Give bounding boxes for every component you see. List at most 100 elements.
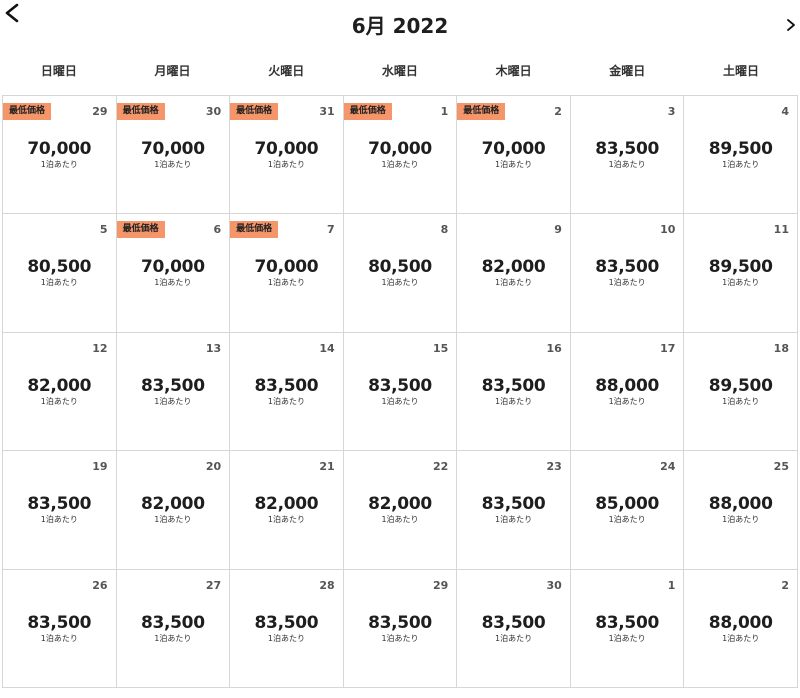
nightly-price: 83,500: [27, 494, 92, 515]
calendar-day-cell[interactable]: 28 83,500 1泊あたり: [230, 569, 344, 688]
calendar-day-cell[interactable]: 最低価格 1 70,000 1泊あたり: [343, 96, 458, 215]
nightly-price: 85,000: [595, 494, 660, 515]
nightly-price: 83,500: [368, 375, 432, 396]
calendar-grid: 最低価格 29 70,000 1泊あたり 最低価格 30 70,000 1泊あたり 最低価格 31…: [2, 95, 798, 688]
day-number: 16: [546, 341, 562, 355]
per-night-label: 1泊あたり: [154, 515, 192, 525]
per-night-label: 1泊あたり: [495, 515, 533, 525]
calendar-day-cell[interactable]: 29 83,500 1泊あたり: [343, 569, 458, 688]
day-number: 23: [546, 460, 562, 474]
nightly-price: 83,500: [595, 139, 660, 159]
calendar-day-cell[interactable]: 13 83,500 1泊あたり: [116, 332, 231, 452]
per-night-label: 1泊あたり: [40, 160, 78, 169]
weekday-label: 月曜日: [154, 64, 191, 78]
per-night-label: 1泊あたり: [381, 278, 419, 288]
calendar-day-cell[interactable]: 24 85,000 1泊あたり: [570, 451, 685, 570]
chevron-right-icon[interactable]: [784, 16, 798, 34]
calendar-day-cell[interactable]: 19 83,500 1泊あたり: [3, 451, 117, 570]
calendar-day-cell[interactable]: 17 88,000 1泊あたり: [570, 332, 685, 452]
per-night-label: 1泊あたり: [381, 396, 419, 406]
nightly-price: 70,000: [140, 139, 205, 159]
day-number: 30: [546, 578, 562, 592]
calendar-day-cell[interactable]: 27 83,500 1泊あたり: [116, 569, 231, 688]
per-night-label: 1泊あたり: [495, 278, 533, 288]
day-number: 1: [667, 578, 676, 592]
day-number: 5: [99, 223, 108, 237]
calendar-day-cell[interactable]: 15 83,500 1泊あたり: [343, 332, 458, 452]
day-number: 3: [667, 105, 676, 118]
calendar-day-cell[interactable]: 16 83,500 1泊あたり: [457, 332, 571, 452]
per-night-label: 1泊あたり: [722, 396, 760, 406]
calendar-day-cell[interactable]: 8 80,500 1泊あたり: [343, 214, 458, 333]
day-number: 21: [319, 460, 335, 474]
calendar-day-cell[interactable]: 3 83,500 1泊あたり: [570, 96, 685, 215]
chevron-left-icon[interactable]: [2, 2, 28, 28]
per-night-label: 1泊あたり: [608, 160, 646, 169]
day-number: 29: [92, 105, 108, 118]
day-number: 24: [660, 460, 676, 474]
calendar-day-cell[interactable]: 5 80,500 1泊あたり: [3, 214, 117, 333]
calendar-day-cell[interactable]: 最低価格 30 70,000 1泊あたり: [116, 96, 231, 215]
nightly-price: 70,000: [27, 139, 92, 159]
page-title: 6月 2022: [351, 14, 449, 38]
calendar-day-cell[interactable]: 18 89,500 1泊あたり: [684, 332, 798, 452]
calendar-day-cell[interactable]: 14 83,500 1泊あたり: [230, 332, 344, 452]
day-number: 15: [432, 341, 449, 355]
nightly-price: 70,000: [368, 139, 432, 159]
nightly-price: 83,500: [481, 612, 546, 633]
lowest-price-badge: 最低価格: [230, 221, 279, 239]
calendar-day-cell[interactable]: 22 82,000 1泊あたり: [343, 451, 458, 570]
nightly-price: 82,000: [481, 257, 546, 278]
per-night-label: 1泊あたり: [267, 160, 305, 169]
per-night-label: 1泊あたり: [608, 396, 646, 406]
calendar-day-cell[interactable]: 11 89,500 1泊あたり: [684, 214, 798, 333]
calendar-day-cell[interactable]: 26 83,500 1泊あたり: [3, 569, 117, 688]
lowest-price-badge: 最低価格: [116, 221, 165, 239]
calendar-day-cell[interactable]: 25 88,000 1泊あたり: [684, 451, 798, 570]
calendar-header: 6月 2022: [0, 0, 800, 55]
lowest-price-badge: 最低価格: [457, 103, 506, 120]
day-number: 20: [205, 460, 222, 474]
nightly-price: 83,500: [595, 612, 660, 633]
calendar-day-cell[interactable]: 1 83,500 1泊あたり: [570, 569, 685, 688]
day-number: 4: [781, 105, 789, 118]
lowest-price-badge: 最低価格: [343, 103, 392, 120]
nightly-price: 83,500: [254, 375, 319, 396]
calendar-day-cell[interactable]: 最低価格 31 70,000 1泊あたり: [230, 96, 344, 215]
weekday-label: 水曜日: [381, 64, 418, 78]
calendar-day-cell[interactable]: 21 82,000 1泊あたり: [230, 451, 344, 570]
day-number: 8: [440, 223, 449, 237]
calendar-day-cell[interactable]: 最低価格 29 70,000 1泊あたり: [3, 96, 117, 215]
calendar-day-cell[interactable]: 9 82,000 1泊あたり: [457, 214, 571, 333]
calendar-day-cell[interactable]: 30 83,500 1泊あたり: [457, 569, 571, 688]
calendar-day-cell[interactable]: 最低価格 2 70,000 1泊あたり: [457, 96, 571, 215]
day-number: 18: [773, 341, 789, 355]
day-number: 14: [319, 341, 335, 355]
per-night-label: 1泊あたり: [154, 160, 192, 169]
per-night-label: 1泊あたり: [722, 515, 760, 525]
per-night-label: 1泊あたり: [722, 160, 760, 169]
day-number: 1: [440, 105, 449, 118]
per-night-label: 1泊あたり: [154, 633, 192, 643]
calendar-day-cell[interactable]: 12 82,000 1泊あたり: [3, 332, 117, 452]
day-number: 7: [327, 223, 335, 237]
weekday-label: 土曜日: [722, 64, 759, 78]
weekday-label: 木曜日: [495, 64, 532, 78]
weekday-header-row: 日曜日 月曜日 火曜日 水曜日 木曜日 金曜日 土曜日: [0, 62, 800, 86]
calendar-day-cell[interactable]: 20 82,000 1泊あたり: [116, 451, 231, 570]
calendar-day-cell[interactable]: 23 83,500 1泊あたり: [457, 451, 571, 570]
calendar-day-cell[interactable]: 最低価格 6 70,000 1泊あたり: [116, 214, 231, 333]
per-night-label: 1泊あたり: [608, 633, 646, 643]
calendar-day-cell[interactable]: 4 89,500 1泊あたり: [684, 96, 798, 215]
day-number: 30: [205, 105, 222, 118]
calendar-day-cell[interactable]: 最低価格 7 70,000 1泊あたり: [230, 214, 344, 333]
nightly-price: 83,500: [140, 612, 205, 633]
calendar-day-cell[interactable]: 2 88,000 1泊あたり: [684, 569, 798, 688]
day-number: 10: [660, 223, 676, 237]
nightly-price: 83,500: [595, 257, 660, 278]
per-night-label: 1泊あたり: [154, 396, 192, 406]
per-night-label: 1泊あたり: [722, 633, 760, 643]
calendar-day-cell[interactable]: 10 83,500 1泊あたり: [570, 214, 685, 333]
day-number: 13: [205, 341, 222, 355]
per-night-label: 1泊あたり: [267, 396, 305, 406]
